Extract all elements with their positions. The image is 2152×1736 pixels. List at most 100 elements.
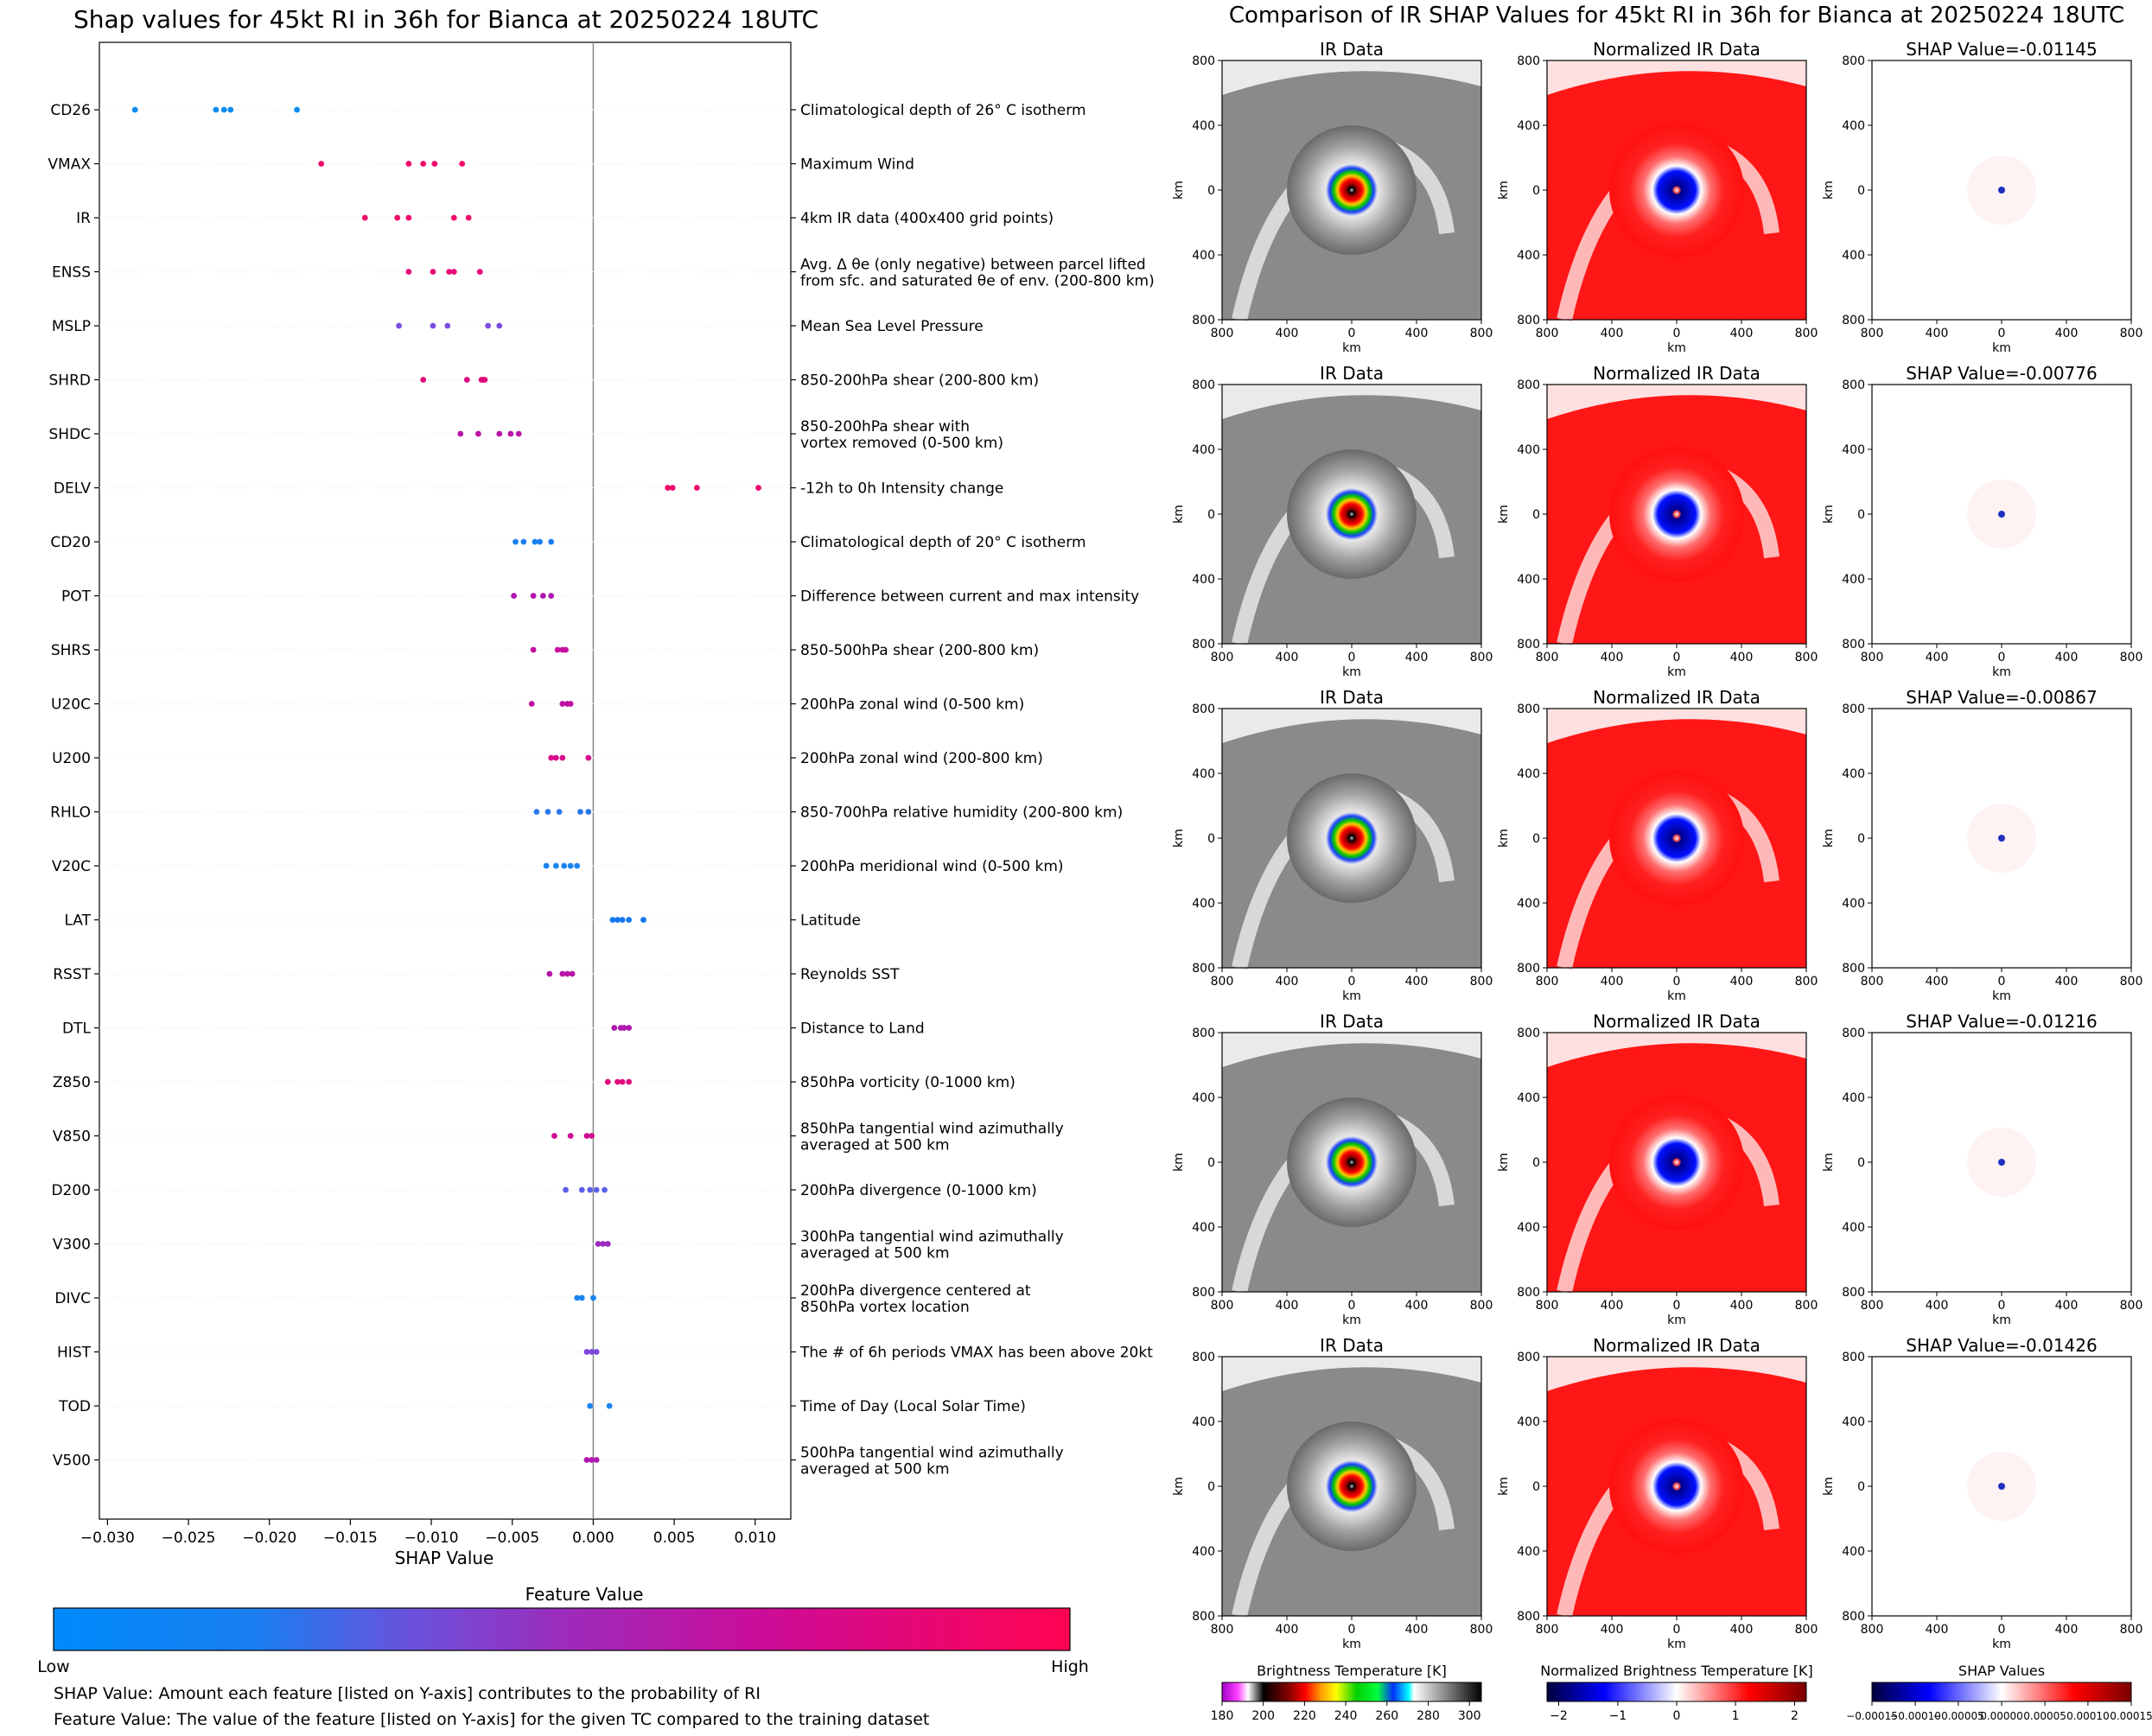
panel-y-tick-label: 800 bbox=[1842, 962, 1865, 976]
x-tick-label: 0.000 bbox=[572, 1529, 614, 1547]
norm-cloud-band bbox=[1547, 709, 1806, 743]
ir-colorbar-tick-label: 300 bbox=[1458, 1709, 1481, 1723]
feature-label: IR bbox=[76, 210, 91, 227]
panel-x-tick-label: 800 bbox=[1211, 327, 1234, 340]
shap-point bbox=[496, 430, 503, 437]
shap-point bbox=[559, 970, 566, 977]
x-tick-label: 0.005 bbox=[653, 1529, 696, 1547]
feature-label: MSLP bbox=[52, 318, 91, 335]
feature-description: vortex removed (0-500 km) bbox=[800, 435, 1003, 452]
feature-description: Climatological depth of 26° C isotherm bbox=[800, 102, 1086, 119]
panel-y-tick-label: 800 bbox=[1517, 962, 1540, 976]
panel-y-label: km bbox=[1822, 829, 1836, 848]
shap-point bbox=[554, 646, 561, 653]
panel-y-tick-label: 400 bbox=[1842, 1221, 1865, 1235]
panel-y-tick-label: 400 bbox=[1192, 1221, 1215, 1235]
ir-storm-core bbox=[1287, 449, 1417, 579]
shap-point bbox=[481, 377, 488, 383]
panel-x-tick-label: 400 bbox=[1276, 1623, 1299, 1637]
panel-y-tick-label: 800 bbox=[1842, 1027, 1865, 1040]
shap-point bbox=[463, 377, 470, 383]
panel-x-tick-label: 0 bbox=[1348, 1623, 1356, 1637]
panel-x-tick-label: 800 bbox=[1211, 1623, 1234, 1637]
feature-description: Mean Sea Level Pressure bbox=[800, 318, 984, 335]
shap-center bbox=[1998, 1483, 2005, 1490]
shap-point bbox=[593, 1457, 600, 1463]
panel-x-tick-label: 800 bbox=[1861, 651, 1884, 665]
panel-y-tick-label: 400 bbox=[1842, 1091, 1865, 1105]
panel-x-tick-label: 0 bbox=[1348, 651, 1356, 665]
panel-y-tick-label: 400 bbox=[1842, 897, 1865, 911]
panel-x-tick-label: 400 bbox=[2055, 975, 2079, 989]
ir-colorbar-tick-label: −2 bbox=[1550, 1709, 1568, 1723]
panel-title: IR Data bbox=[1320, 39, 1384, 60]
feature-description: 500hPa tangential wind azimuthally bbox=[800, 1445, 1064, 1462]
panel-y-tick-label: 800 bbox=[1842, 314, 1865, 327]
shap-point bbox=[539, 593, 546, 599]
x-tick-label: −0.010 bbox=[404, 1529, 459, 1547]
panel-x-label: km bbox=[1667, 1637, 1686, 1651]
shap-point bbox=[589, 1133, 595, 1139]
shap-point bbox=[548, 538, 555, 545]
panel-x-tick-label: 800 bbox=[1470, 651, 1493, 665]
x-tick-label: −0.005 bbox=[485, 1529, 539, 1547]
feature-description: Time of Day (Local Solar Time) bbox=[799, 1398, 1026, 1415]
feature-description: 850-700hPa relative humidity (200-800 km… bbox=[800, 804, 1123, 822]
shap-point bbox=[583, 1133, 590, 1139]
panel-y-tick-label: 0 bbox=[1857, 1156, 1865, 1170]
x-tick-label: −0.020 bbox=[242, 1529, 296, 1547]
panel-y-tick-label: 0 bbox=[1207, 832, 1215, 846]
shap-point bbox=[559, 701, 566, 707]
feature-label: DTL bbox=[62, 1021, 91, 1038]
panel-y-label: km bbox=[1172, 181, 1186, 200]
ir-colorbar bbox=[1546, 1682, 1807, 1702]
panel-y-tick-label: 400 bbox=[1517, 249, 1540, 263]
shap-point bbox=[450, 269, 457, 275]
panel-y-tick-label: 800 bbox=[1192, 962, 1215, 976]
ir-colorbar-tick-label: −0.00010 bbox=[1889, 1710, 1941, 1722]
shap-point bbox=[595, 1241, 602, 1247]
ir-colorbar-tick-label: 240 bbox=[1334, 1709, 1358, 1723]
panel-y-tick-label: 400 bbox=[1192, 249, 1215, 263]
panel-x-tick-label: 800 bbox=[2120, 651, 2143, 665]
panel-x-tick-label: 800 bbox=[1861, 1623, 1884, 1637]
panel-y-label: km bbox=[1822, 1153, 1836, 1172]
ir-colorbar-tick-label: −0.00005 bbox=[1932, 1710, 1984, 1722]
shap-point bbox=[669, 485, 676, 491]
shap-point bbox=[614, 917, 621, 923]
panel-y-tick-label: 0 bbox=[1207, 1156, 1215, 1170]
shap-point bbox=[220, 106, 227, 113]
panel-y-tick-label: 800 bbox=[1192, 1610, 1215, 1624]
ir-colorbar-tick-label: 0.00005 bbox=[2023, 1710, 2066, 1722]
panel-x-tick-label: 0 bbox=[1998, 327, 2006, 340]
panel-x-tick-label: 400 bbox=[1276, 975, 1299, 989]
panel-y-tick-label: 800 bbox=[1192, 638, 1215, 652]
ir-panel: Normalized IR Data8008004004000040040080… bbox=[1497, 1335, 1818, 1651]
panel-x-tick-label: 800 bbox=[1470, 1623, 1493, 1637]
panel-y-label: km bbox=[1497, 1153, 1511, 1172]
feature-label: U20C bbox=[51, 696, 91, 714]
footnote-shap: SHAP Value: Amount each feature [listed … bbox=[54, 1684, 761, 1703]
feature-description: The # of 6h periods VMAX has been above … bbox=[799, 1345, 1153, 1362]
shap-point bbox=[587, 1402, 594, 1409]
shap-point bbox=[619, 1078, 626, 1085]
ir-colorbars: Brightness Temperature [K] 180 200 220 240 26… bbox=[1211, 1663, 2152, 1723]
feature-label: POT bbox=[61, 588, 92, 606]
panel-x-tick-label: 0 bbox=[1673, 651, 1681, 665]
panel-x-tick-label: 400 bbox=[1926, 327, 1949, 340]
panel-y-tick-label: 400 bbox=[1517, 119, 1540, 133]
panel-y-tick-label: 0 bbox=[1857, 1480, 1865, 1494]
panel-x-tick-label: 800 bbox=[1470, 1299, 1493, 1313]
shap-point bbox=[593, 1349, 600, 1355]
shap-point bbox=[567, 701, 574, 707]
panel-x-tick-label: 400 bbox=[1405, 651, 1429, 665]
panel-y-tick-label: 800 bbox=[1192, 1286, 1215, 1300]
shap-point bbox=[621, 1025, 627, 1031]
panel-y-label: km bbox=[1172, 505, 1186, 524]
panel-x-label: km bbox=[1342, 341, 1361, 355]
shap-point bbox=[444, 322, 451, 329]
shap-point bbox=[585, 754, 592, 761]
shap-point bbox=[532, 538, 538, 545]
feature-description: 850hPa vorticity (0-1000 km) bbox=[800, 1074, 1016, 1091]
panel-x-label: km bbox=[1667, 1313, 1686, 1327]
